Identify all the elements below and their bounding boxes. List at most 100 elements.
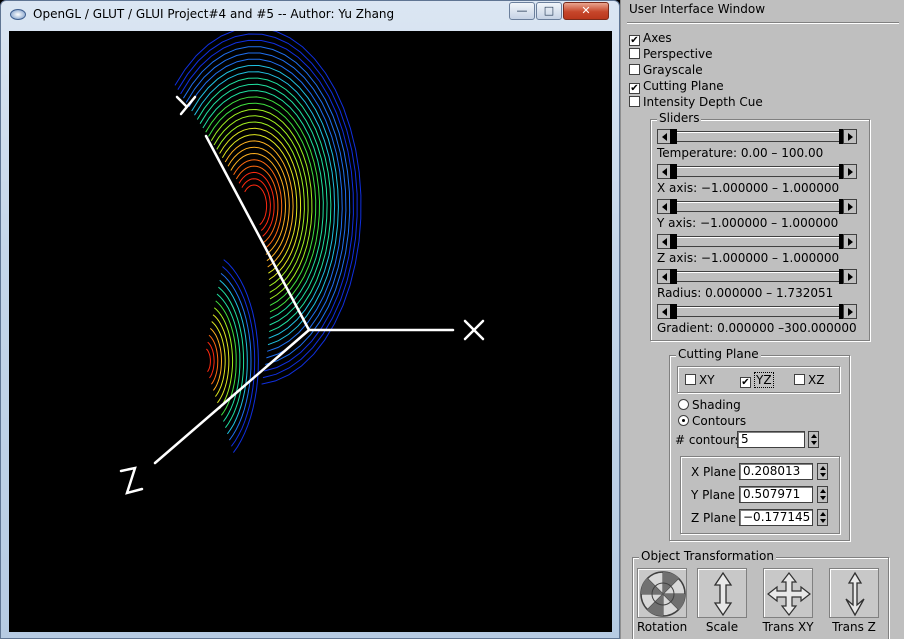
contours-radio-button[interactable]: [678, 415, 689, 426]
slider-left-arrow-icon[interactable]: [657, 199, 671, 214]
cutting-plane-checkbox-box[interactable]: ✔: [629, 83, 640, 94]
opengl-window: OpenGL / GLUT / GLUI Project#4 and #5 --…: [0, 0, 620, 639]
slider-track[interactable]: [657, 131, 857, 142]
rotation-button[interactable]: [637, 568, 687, 618]
xy-checkbox-box[interactable]: [685, 374, 696, 385]
radius-slider[interactable]: [657, 268, 857, 284]
maximize-icon: □: [543, 4, 555, 17]
slider-left-arrow-icon[interactable]: [657, 304, 671, 319]
slider-right-arrow-icon[interactable]: [843, 129, 857, 144]
plane-xz-checkbox[interactable]: XZ: [794, 373, 824, 388]
slider-track[interactable]: [657, 166, 857, 177]
slider-track[interactable]: [657, 236, 857, 247]
slider-min-handle[interactable]: [670, 129, 677, 144]
title-bar[interactable]: OpenGL / GLUT / GLUI Project#4 and #5 --…: [1, 1, 619, 29]
trans-xy-button[interactable]: [763, 568, 813, 618]
slider-min-handle[interactable]: [670, 304, 677, 319]
x-axis-slider-caption: X axis: −1.000000 – 1.000000: [657, 181, 840, 195]
slider-track[interactable]: [657, 306, 857, 317]
contour-line: [174, 31, 362, 385]
perspective-checkbox-box[interactable]: [629, 48, 640, 59]
y-plane-spinner-arrows-icon[interactable]: [817, 486, 828, 503]
yz-checkbox-box[interactable]: ✔: [740, 377, 751, 388]
xz-checkbox-box[interactable]: [794, 374, 805, 385]
contour-line: [188, 58, 343, 352]
intensity-depth-cue-checkbox-box[interactable]: [629, 96, 640, 107]
axes-checkbox-box[interactable]: ✔: [629, 35, 640, 46]
slider-track[interactable]: [657, 271, 857, 282]
slider-right-arrow-icon[interactable]: [843, 164, 857, 179]
checkbox-cutting-plane[interactable]: ✔ Cutting Plane: [629, 79, 724, 94]
slider-left-arrow-icon[interactable]: [657, 129, 671, 144]
mode-shading-radio[interactable]: Shading: [678, 398, 741, 413]
slider-min-handle[interactable]: [670, 164, 677, 179]
trans-z-button[interactable]: [829, 568, 879, 618]
temperature-slider-caption: Temperature: 0.00 – 100.00: [657, 146, 824, 160]
scene-svg: [119, 31, 485, 495]
slider-min-handle[interactable]: [670, 269, 677, 284]
z-axis-slider-caption: Z axis: −1.000000 – 1.000000: [657, 251, 840, 265]
contour-line: [219, 127, 302, 281]
checkbox-grayscale[interactable]: Grayscale: [629, 63, 703, 78]
scale-button[interactable]: [697, 568, 747, 618]
z-plane-spinner-arrows-icon[interactable]: [817, 509, 828, 526]
intensity-depth-cue-checkbox-label: Intensity Depth Cue: [643, 95, 763, 109]
contour-line: [213, 115, 309, 293]
gl-viewport[interactable]: [9, 31, 612, 632]
checkbox-axes[interactable]: ✔ Axes: [629, 31, 672, 46]
gradient-slider-caption: Gradient: 0.000000 –300.000000: [657, 321, 857, 335]
shading-radio-button[interactable]: [678, 399, 689, 410]
slider-track[interactable]: [657, 201, 857, 212]
sliders-title: Sliders: [657, 111, 702, 125]
trans-z-label: Trans Z: [832, 620, 876, 634]
contours-count-input[interactable]: 5: [737, 431, 805, 448]
contour-line: [177, 33, 358, 379]
z-axis-slider[interactable]: [657, 233, 857, 249]
contour-line: [180, 39, 354, 372]
x-axis-slider[interactable]: [657, 163, 857, 179]
check-icon: ✔: [630, 83, 639, 94]
checkbox-perspective[interactable]: Perspective: [629, 47, 713, 62]
minimize-button[interactable]: —: [509, 2, 535, 20]
slider-right-arrow-icon[interactable]: [843, 304, 857, 319]
slider-left-arrow-icon[interactable]: [657, 234, 671, 249]
contour-line: [191, 64, 339, 346]
plane-xy-checkbox[interactable]: XY: [685, 373, 715, 388]
temperature-slider[interactable]: [657, 128, 857, 144]
yz-checkbox-label: YZ: [754, 372, 774, 388]
contour-lines: [174, 31, 362, 453]
checkbox-intensity-depth-cue[interactable]: Intensity Depth Cue: [629, 95, 763, 110]
contour-line: [207, 341, 215, 379]
contours-spinner-arrows-icon[interactable]: [808, 431, 819, 448]
plane-yz-checkbox[interactable]: ✔ YZ: [740, 372, 774, 388]
sliders-panel: Sliders: [650, 111, 870, 341]
slider-min-handle[interactable]: [670, 234, 677, 249]
x-plane-spinner-arrows-icon[interactable]: [817, 463, 828, 480]
slider-right-arrow-icon[interactable]: [843, 199, 857, 214]
contour-line: [199, 83, 328, 326]
close-button[interactable]: ✕: [563, 2, 609, 20]
mode-contours-radio[interactable]: Contours: [678, 414, 746, 429]
slider-left-arrow-icon[interactable]: [657, 269, 671, 284]
contour-line: [185, 52, 347, 359]
slider-min-handle[interactable]: [670, 199, 677, 214]
contour-line: [182, 46, 351, 365]
xy-checkbox-label: XY: [699, 373, 715, 387]
x-plane-input[interactable]: 0.208013: [739, 463, 813, 480]
z-plane-label: Z Plane: [691, 511, 736, 525]
grayscale-checkbox-box[interactable]: [629, 64, 640, 75]
y-plane-input[interactable]: 0.507971: [739, 486, 813, 503]
slider-right-arrow-icon[interactable]: [843, 269, 857, 284]
contour-line: [216, 293, 241, 422]
gradient-slider[interactable]: [657, 303, 857, 319]
slider-right-arrow-icon[interactable]: [843, 234, 857, 249]
maximize-button[interactable]: □: [536, 2, 562, 20]
y-axis-line: [204, 134, 311, 332]
slider-left-arrow-icon[interactable]: [657, 164, 671, 179]
z-plane-input[interactable]: −0.177145: [739, 509, 813, 526]
scale-label: Scale: [705, 620, 739, 634]
object-transformation-title: Object Transformation: [639, 549, 776, 563]
contour-line: [202, 90, 324, 319]
y-axis-slider[interactable]: [657, 198, 857, 214]
perspective-checkbox-label: Perspective: [643, 47, 713, 61]
